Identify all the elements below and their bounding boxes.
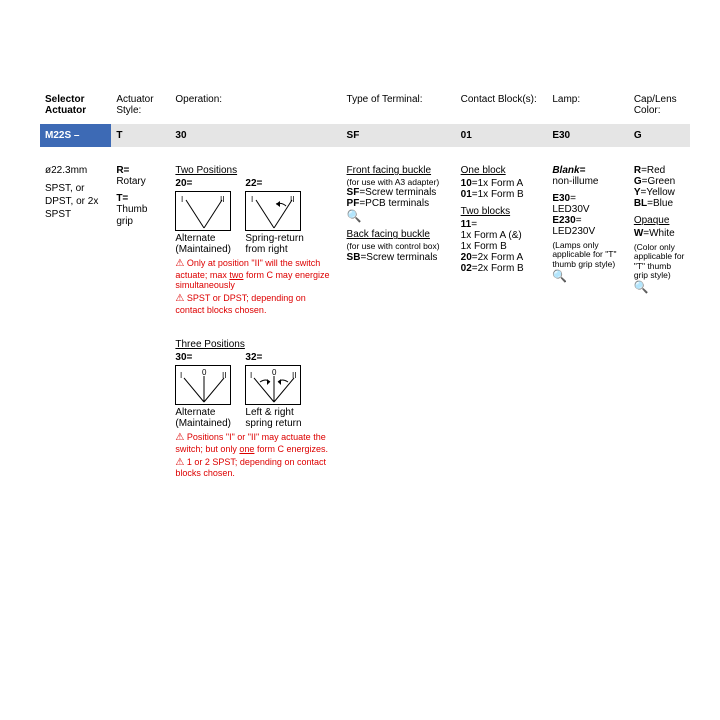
ex-op: 30	[170, 124, 341, 147]
warning-icon: ⚠	[175, 432, 184, 443]
magnifier-icon: 🔍	[634, 280, 685, 294]
warn-3: ⚠ Positions "I" or "II" may actuate the …	[175, 432, 336, 454]
back-sub: (for use with control box)	[347, 242, 451, 251]
op-30-code: 30=	[175, 352, 192, 363]
blank-label: non-illume	[552, 176, 624, 187]
detail-row: ø22.3mm SPST, or DPST, or 2x SPST R= Rot…	[40, 161, 690, 483]
t11c: 1x Form B	[461, 241, 543, 252]
blank-code: Blank=	[552, 165, 585, 176]
warn-4: ⚠ 1 or 2 SPST; depending on contact bloc…	[175, 457, 336, 479]
front-sub: (for use with A3 adapter)	[347, 178, 451, 187]
op-22-cap1: Spring-return	[245, 233, 303, 244]
one-block-title: One block	[461, 165, 506, 176]
warning-icon: ⚠	[175, 258, 184, 269]
op-22: 22= III Spring-return from right	[245, 178, 303, 255]
svg-text:I: I	[250, 371, 252, 380]
two-blocks-title: Two blocks	[461, 206, 510, 217]
three-pos-title: Three Positions	[175, 339, 244, 350]
cell-color: R=Red G=Green Y=Yellow BL=Blue Opaque W=…	[629, 161, 690, 483]
e30-label: LED30V	[552, 204, 624, 215]
magnifier-icon: 🔍	[552, 269, 624, 283]
selector-table: Selector Actuator Actuator Style: Operat…	[40, 90, 690, 483]
ex-color: G	[629, 124, 690, 147]
svg-text:I: I	[181, 195, 183, 204]
cell-style: R= Rotary T= Thumb grip	[111, 161, 170, 483]
warning-icon: ⚠	[175, 457, 184, 468]
t11b: 1x Form A (&)	[461, 230, 543, 241]
hdr-color: Cap/Lens Color:	[629, 90, 690, 124]
cell-lamp: Blank= non-illume E30= LED30V E230= LED2…	[547, 161, 629, 483]
t-code: T=	[116, 193, 128, 204]
front-title: Front facing buckle	[347, 165, 432, 176]
switch-types: SPST, or DPST, or 2x SPST	[45, 182, 106, 221]
two-pos-title: Two Positions	[175, 165, 237, 176]
diameter: ø22.3mm	[45, 165, 106, 176]
svg-text:I: I	[180, 371, 182, 380]
svg-text:II: II	[292, 371, 296, 380]
diagram-30: I 0 II	[175, 365, 231, 405]
r-label: Rotary	[116, 176, 165, 187]
op-20-cap2: (Maintained)	[175, 244, 231, 255]
hdr-terminal: Type of Terminal:	[342, 90, 456, 124]
warn-2: ⚠ SPST or DPST; depending on contact blo…	[175, 293, 336, 315]
op-32-code: 32=	[245, 352, 262, 363]
hdr-lamp: Lamp:	[547, 90, 629, 124]
diagram-20: III	[175, 191, 231, 231]
op-22-cap2: from right	[245, 244, 303, 255]
back-title: Back facing buckle	[347, 229, 430, 240]
ex-contact: 01	[456, 124, 548, 147]
opaque-title: Opaque	[634, 215, 670, 226]
cell-selector: ø22.3mm SPST, or DPST, or 2x SPST	[40, 161, 111, 483]
ex-model: M22S –	[40, 124, 111, 147]
e230-label: LED230V	[552, 226, 624, 237]
warning-icon: ⚠	[175, 293, 184, 304]
ex-term: SF	[342, 124, 456, 147]
svg-text:I: I	[251, 195, 253, 204]
op-20-code: 20=	[175, 178, 192, 189]
op-30: 30= I 0 II Alternate (Maintained)	[175, 352, 231, 429]
cell-operation: Two Positions 20= III Alternate (Maintai…	[170, 161, 341, 483]
magnifier-icon: 🔍	[347, 209, 451, 223]
hdr-selector: Selector Actuator	[40, 90, 111, 124]
example-row: M22S – T 30 SF 01 E30 G	[40, 124, 690, 147]
cell-contact: One block 10=1x Form A 01=1x Form B Two …	[456, 161, 548, 483]
diagram-32: I 0 II	[245, 365, 301, 405]
diagram-22: III	[245, 191, 301, 231]
op-20: 20= III Alternate (Maintained)	[175, 178, 231, 255]
hdr-style: Actuator Style:	[111, 90, 170, 124]
cell-terminal: Front facing buckle (for use with A3 ada…	[342, 161, 456, 483]
hdr-operation: Operation:	[170, 90, 341, 124]
lamp-note: (Lamps only applicable for "T" thumb gri…	[552, 241, 624, 269]
op-32-cap1: Left & right	[245, 407, 301, 418]
svg-text:0: 0	[272, 368, 277, 377]
t-label: Thumb grip	[116, 204, 165, 228]
op-20-cap1: Alternate	[175, 233, 231, 244]
op-22-code: 22=	[245, 178, 262, 189]
op-32: 32= I 0 II Left & right spring return	[245, 352, 301, 429]
op-32-cap2: spring return	[245, 418, 301, 429]
r-code: R=	[116, 165, 129, 176]
warn-1: ⚠ Only at position "II" will the switch …	[175, 258, 336, 290]
ex-lamp: E30	[547, 124, 629, 147]
svg-text:0: 0	[202, 368, 207, 377]
color-note: (Color only applicable for "T" thumb gri…	[634, 243, 685, 280]
ex-style: T	[111, 124, 170, 147]
op-30-cap2: (Maintained)	[175, 418, 231, 429]
svg-text:II: II	[222, 371, 226, 380]
op-30-cap1: Alternate	[175, 407, 231, 418]
hdr-contact: Contact Block(s):	[456, 90, 548, 124]
